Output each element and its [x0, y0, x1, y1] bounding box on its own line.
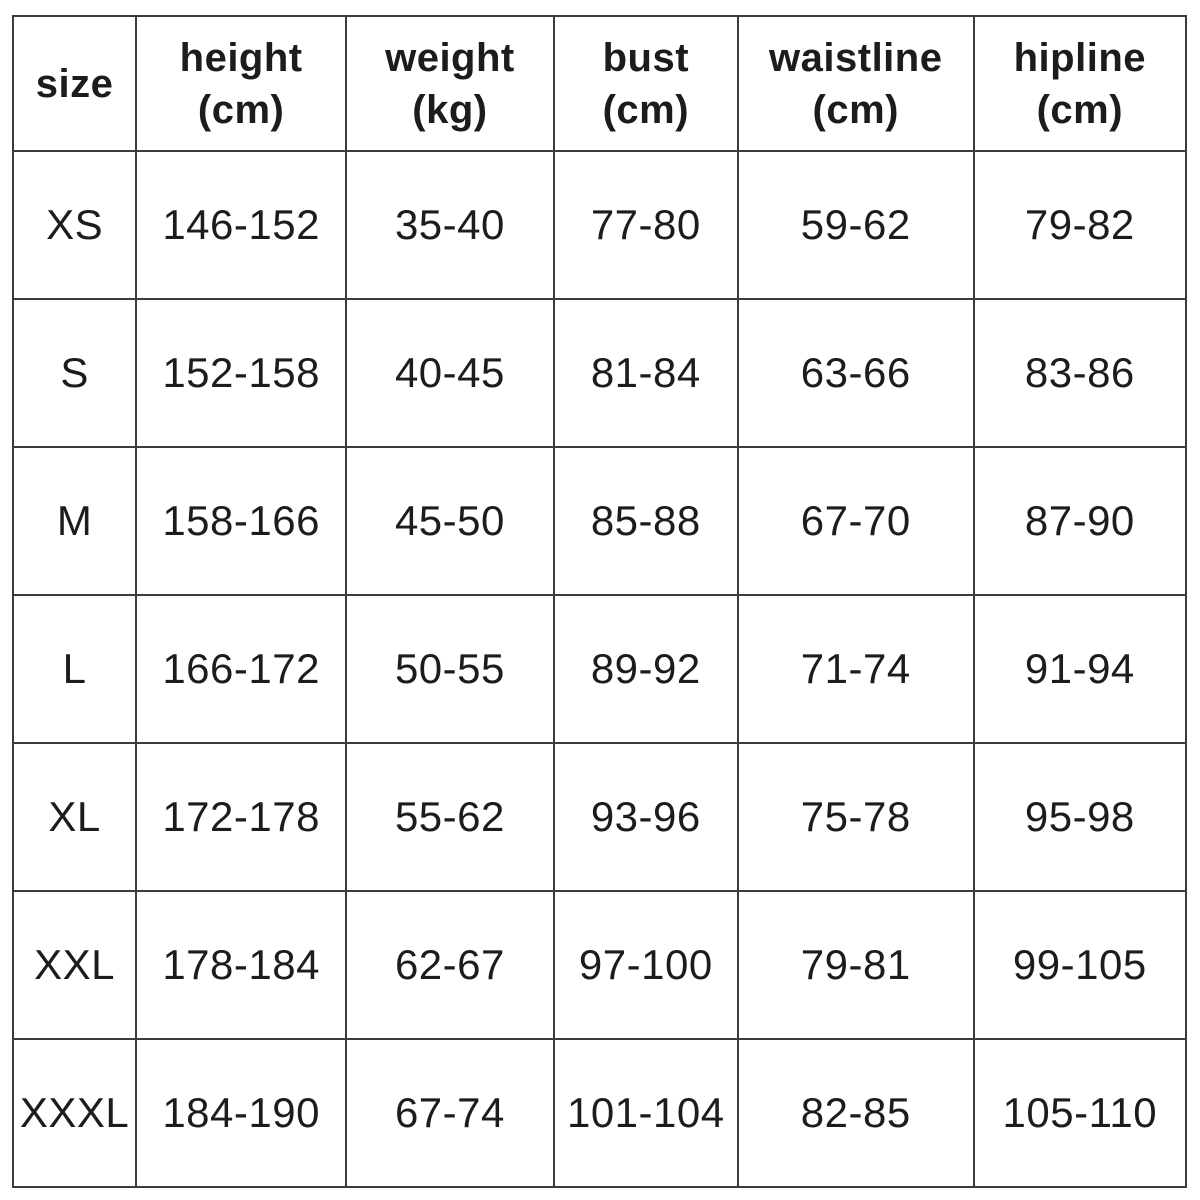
table-row: XXL 178-184 62-67 97-100 79-81 99-105	[11, 890, 1188, 1040]
column-header-label: bust	[602, 35, 690, 80]
cell-hipline-row7: 105-110	[972, 1038, 1188, 1188]
size-chart-table: size height (cm) weight (kg) bust (cm) waistlin…	[11, 15, 1188, 1188]
cell-bust-row7: 101-104	[552, 1038, 739, 1188]
column-header-unit: (cm)	[1036, 87, 1124, 132]
column-header-label: waistline	[769, 35, 943, 80]
column-header-size: size	[11, 15, 138, 152]
cell-hipline-row4: 91-94	[972, 594, 1188, 744]
cell-bust-row4: 89-92	[552, 594, 739, 744]
cell-height-row6: 178-184	[135, 890, 348, 1040]
header-row: size height (cm) weight (kg) bust (cm) waistlin…	[11, 15, 1188, 152]
cell-height-row7: 184-190	[135, 1038, 348, 1188]
cell-height-row3: 158-166	[135, 446, 348, 596]
cell-weight-row6: 62-67	[345, 890, 555, 1040]
cell-height-row2: 152-158	[135, 298, 348, 448]
cell-weight-row4: 50-55	[345, 594, 555, 744]
table-row: XS 146-152 35-40 77-80 59-62 79-82	[11, 150, 1188, 300]
cell-size-row6: XXL	[11, 890, 138, 1040]
cell-hipline-row2: 83-86	[972, 298, 1188, 448]
column-header-bust: bust (cm)	[552, 15, 739, 152]
cell-bust-row3: 85-88	[552, 446, 739, 596]
cell-hipline-row3: 87-90	[972, 446, 1188, 596]
cell-hipline-row6: 99-105	[972, 890, 1188, 1040]
cell-waistline-row6: 79-81	[736, 890, 975, 1040]
cell-weight-row1: 35-40	[345, 150, 555, 300]
cell-bust-row1: 77-80	[552, 150, 739, 300]
cell-size-row5: XL	[11, 742, 138, 892]
cell-weight-row5: 55-62	[345, 742, 555, 892]
cell-size-row4: L	[11, 594, 138, 744]
cell-hipline-row1: 79-82	[972, 150, 1188, 300]
column-header-unit: (cm)	[602, 87, 690, 132]
cell-weight-row2: 40-45	[345, 298, 555, 448]
column-header-label: hipline	[1013, 35, 1147, 80]
column-header-weight: weight (kg)	[345, 15, 555, 152]
cell-height-row4: 166-172	[135, 594, 348, 744]
cell-weight-row3: 45-50	[345, 446, 555, 596]
cell-height-row1: 146-152	[135, 150, 348, 300]
cell-size-row1: XS	[11, 150, 138, 300]
cell-waistline-row2: 63-66	[736, 298, 975, 448]
cell-hipline-row5: 95-98	[972, 742, 1188, 892]
cell-size-row7: XXXL	[11, 1038, 138, 1188]
table-row: M 158-166 45-50 85-88 67-70 87-90	[11, 446, 1188, 596]
cell-waistline-row4: 71-74	[736, 594, 975, 744]
cell-size-row3: M	[11, 446, 138, 596]
column-header-waistline: waistline (cm)	[736, 15, 975, 152]
column-header-label: size	[35, 61, 114, 106]
column-header-unit: (cm)	[197, 87, 285, 132]
table-row: XL 172-178 55-62 93-96 75-78 95-98	[11, 742, 1188, 892]
column-header-label: height	[179, 35, 303, 80]
table-row: XXXL 184-190 67-74 101-104 82-85 105-110	[11, 1038, 1188, 1188]
table-row: L 166-172 50-55 89-92 71-74 91-94	[11, 594, 1188, 744]
column-header-unit: (kg)	[412, 87, 488, 132]
cell-waistline-row5: 75-78	[736, 742, 975, 892]
cell-bust-row2: 81-84	[552, 298, 739, 448]
cell-waistline-row1: 59-62	[736, 150, 975, 300]
cell-size-row2: S	[11, 298, 138, 448]
cell-height-row5: 172-178	[135, 742, 348, 892]
column-header-label: weight	[385, 35, 515, 80]
cell-weight-row7: 67-74	[345, 1038, 555, 1188]
cell-waistline-row7: 82-85	[736, 1038, 975, 1188]
column-header-height: height (cm)	[135, 15, 348, 152]
table-row: S 152-158 40-45 81-84 63-66 83-86	[11, 298, 1188, 448]
column-header-unit: (cm)	[812, 87, 899, 132]
column-header-hipline: hipline (cm)	[972, 15, 1188, 152]
cell-waistline-row3: 67-70	[736, 446, 975, 596]
cell-bust-row6: 97-100	[552, 890, 739, 1040]
cell-bust-row5: 93-96	[552, 742, 739, 892]
